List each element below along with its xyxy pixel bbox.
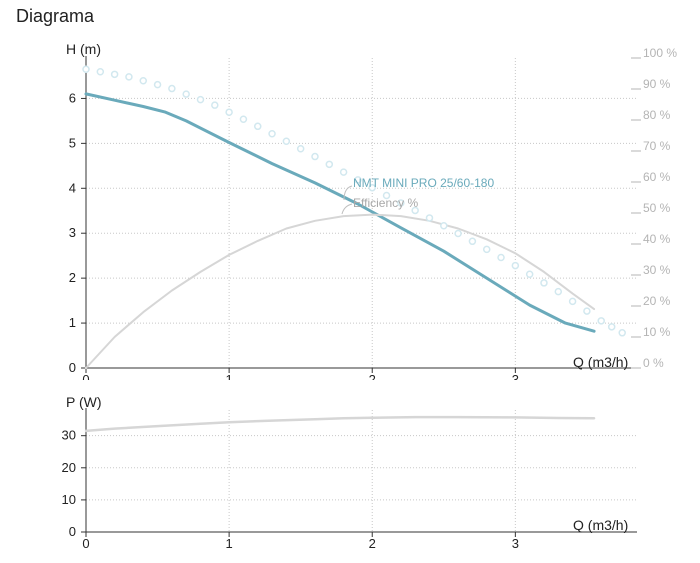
npsh-point: [325, 160, 334, 169]
efficiency-label-leader: [341, 203, 353, 215]
npsh-point: [311, 152, 319, 161]
npsh-point: [440, 221, 448, 230]
x-tick-label: 3: [512, 536, 519, 551]
npsh-point: [497, 253, 505, 262]
npsh-point: [368, 183, 376, 192]
head-series-label: NMT MINI PRO 25/60-180: [353, 176, 494, 190]
x-axis-label: Q (m3/h): [573, 517, 628, 533]
efficiency-series-label: Efficiency %: [353, 196, 418, 210]
x-tick-label: 0: [82, 372, 89, 380]
y2-tick-label: 0 %: [643, 356, 664, 370]
power-curve: [84, 415, 596, 433]
y-axis-label: H (m): [66, 41, 101, 57]
npsh-point: [110, 70, 119, 79]
npsh-point: [96, 68, 105, 76]
y-tick-label: 3: [69, 225, 76, 240]
npsh-point: [354, 176, 362, 184]
y2-tick-label: 70 %: [643, 139, 671, 153]
y2-tick-label: 30 %: [643, 263, 671, 277]
y-tick-label: 0: [69, 524, 76, 539]
x-tick-label: 2: [369, 536, 376, 551]
y-tick-label: 2: [69, 270, 76, 285]
y-tick-label: 20: [62, 460, 76, 475]
npsh-point: [153, 80, 162, 89]
y-tick-label: 1: [69, 315, 76, 330]
npsh-point: [511, 261, 520, 270]
npsh-point: [211, 101, 219, 109]
x-tick-label: 1: [225, 536, 232, 551]
y2-tick-label: 80 %: [643, 108, 671, 122]
npsh-point: [382, 191, 391, 200]
npsh-point: [583, 307, 591, 315]
page-title: Diagrama: [16, 6, 95, 26]
x-tick-label: 2: [369, 372, 376, 380]
npsh-point: [168, 84, 176, 93]
npsh-point: [482, 245, 491, 254]
head-curve: [84, 92, 596, 333]
y2-tick-label: 40 %: [643, 232, 671, 246]
npsh-point: [282, 137, 291, 146]
x-tick-label: 0: [82, 536, 89, 551]
npsh-point: [82, 65, 90, 73]
npsh-point: [182, 90, 190, 98]
y-tick-label: 10: [62, 492, 76, 507]
npsh-point: [253, 122, 262, 131]
y-tick-label: 6: [69, 90, 76, 105]
y2-tick-label: 10 %: [643, 325, 671, 339]
y-tick-label: 0: [69, 360, 76, 375]
head-label-leader: [343, 185, 353, 201]
y2-tick-label: 90 %: [643, 77, 671, 91]
npsh-point: [125, 73, 133, 81]
x-axis-label: Q (m3/h): [573, 354, 628, 370]
npsh-point: [225, 108, 233, 116]
npsh-point: [397, 199, 405, 207]
npsh-point: [268, 130, 276, 138]
y2-tick-label: 50 %: [643, 201, 671, 215]
npsh-point: [568, 297, 577, 306]
x-tick-label: 3: [512, 372, 519, 380]
npsh-point: [339, 168, 348, 176]
y-tick-label: 5: [69, 135, 76, 150]
npsh-point: [525, 270, 534, 279]
npsh-point: [411, 206, 419, 215]
y2-tick-label: 100 %: [643, 46, 677, 60]
npsh-point: [296, 145, 305, 153]
x-tick-label: 1: [225, 372, 232, 380]
efficiency-curve: [85, 213, 596, 369]
npsh-point: [597, 317, 605, 325]
npsh-point: [468, 237, 477, 246]
y-tick-label: 30: [62, 428, 76, 443]
npsh-point: [196, 95, 205, 104]
y-tick-label: 4: [69, 180, 76, 195]
npsh-point: [540, 279, 548, 287]
y2-tick-label: 20 %: [643, 294, 671, 308]
npsh-point: [607, 323, 616, 331]
npsh-point: [554, 287, 563, 296]
npsh-point: [454, 229, 462, 238]
npsh-point: [139, 77, 147, 85]
npsh-point: [618, 329, 626, 337]
npsh-point: [425, 214, 434, 222]
y2-tick-label: 60 %: [643, 170, 671, 184]
npsh-point: [239, 115, 248, 124]
y-axis-label: P (W): [66, 394, 102, 410]
